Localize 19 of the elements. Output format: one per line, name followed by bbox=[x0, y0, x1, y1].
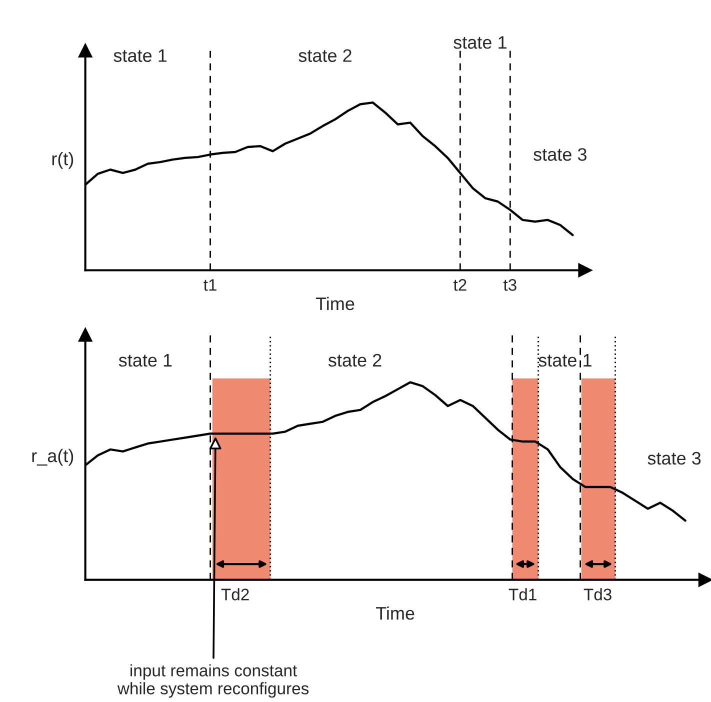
text: state 1 bbox=[454, 36, 506, 49]
y-axis-title: r(t) bbox=[52, 152, 74, 169]
x-tick-label: t3 bbox=[503, 279, 516, 291]
annotation: state 3 bbox=[648, 452, 701, 465]
text: state 1 bbox=[538, 354, 592, 367]
y-axis-title: r_a(t) bbox=[32, 448, 74, 466]
x-tick-label: t2 bbox=[454, 279, 466, 291]
text: state 1 bbox=[118, 354, 172, 367]
x-tick-label: Td1 bbox=[508, 588, 536, 600]
x-tick-label: t1 bbox=[204, 279, 216, 291]
text: state 2 bbox=[298, 49, 352, 62]
text: state 2 bbox=[328, 354, 382, 367]
x-tick-label: Td3 bbox=[584, 588, 612, 600]
text: state 1 bbox=[114, 49, 167, 62]
annotation: state 3 bbox=[534, 148, 586, 161]
text: input remains constant while system reconfigures bbox=[117, 664, 309, 698]
x-axis-title: Time bbox=[316, 296, 354, 310]
x-axis-title: Time bbox=[376, 606, 414, 620]
x-tick-label: Td2 bbox=[221, 588, 249, 600]
